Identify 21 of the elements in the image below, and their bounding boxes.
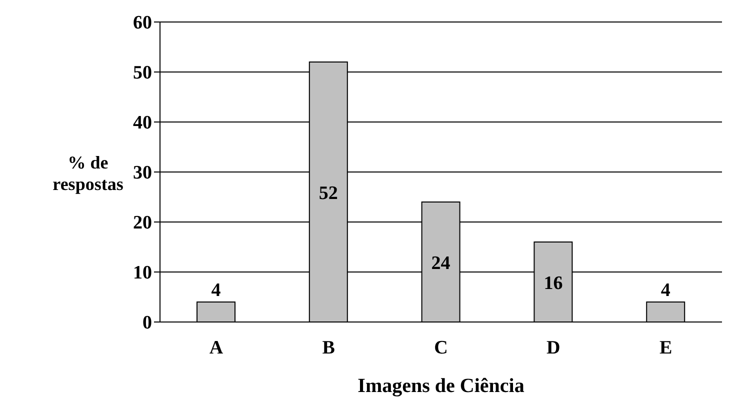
x-tick-label: D (546, 337, 560, 358)
y-axis-title: % de respostas (52, 152, 124, 194)
bar (646, 302, 686, 322)
data-label: 52 (318, 183, 338, 204)
y-tick-label: 50 (133, 62, 152, 84)
x-tick-label: A (209, 337, 224, 358)
y-tick-label: 0 (142, 312, 152, 334)
x-tick-label: E (659, 337, 672, 358)
data-label: 4 (660, 280, 671, 301)
y-tick-label: 30 (133, 162, 152, 184)
y-tick-label: 10 (133, 262, 152, 284)
y-tick-label: 20 (133, 212, 152, 234)
data-label: 16 (544, 273, 563, 294)
y-tick-label: 40 (133, 112, 152, 134)
y-tick-label: 60 (133, 12, 152, 34)
x-axis-title: Imagens de Ciência (358, 375, 524, 397)
data-label: 24 (431, 253, 451, 274)
x-tick-label: B (322, 337, 336, 358)
x-tick-label: C (434, 337, 448, 358)
bar (196, 302, 236, 322)
data-label: 4 (211, 280, 222, 301)
